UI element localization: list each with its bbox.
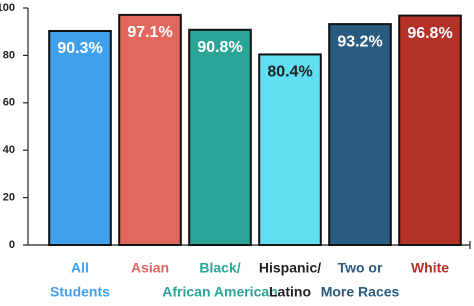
x-tick-label: Students [50, 284, 110, 300]
y-tick-label: 60 [3, 97, 15, 109]
y-tick-label: 100 [0, 2, 15, 14]
value-label: 80.4% [267, 64, 312, 81]
value-label: 96.8% [407, 25, 452, 42]
x-tick-label: More Races [321, 284, 400, 300]
bar [48, 29, 112, 247]
x-tick-label: Latino [269, 284, 311, 300]
x-tick-label: Asian [131, 260, 169, 276]
value-label: 90.3% [57, 40, 102, 57]
x-tick-label: African American [162, 284, 277, 300]
value-label: 93.2% [337, 33, 382, 50]
value-label: 90.8% [197, 39, 242, 56]
x-tick-label: White [411, 260, 449, 276]
y-tick-label: 0 [9, 239, 15, 251]
x-tick-label: Hispanic/ [259, 260, 321, 276]
y-tick-label: 20 [3, 192, 15, 204]
x-tick-label: Two or [338, 260, 383, 276]
bar [118, 13, 182, 246]
bar [328, 23, 392, 247]
value-label: 97.1% [127, 24, 172, 41]
bar [188, 28, 252, 246]
y-tick-label: 80 [3, 49, 15, 61]
x-tick-label: All [71, 260, 89, 276]
bar [258, 53, 322, 247]
bar [398, 14, 462, 246]
y-tick-label: 40 [3, 144, 15, 156]
x-tick-label: Black/ [199, 260, 240, 276]
